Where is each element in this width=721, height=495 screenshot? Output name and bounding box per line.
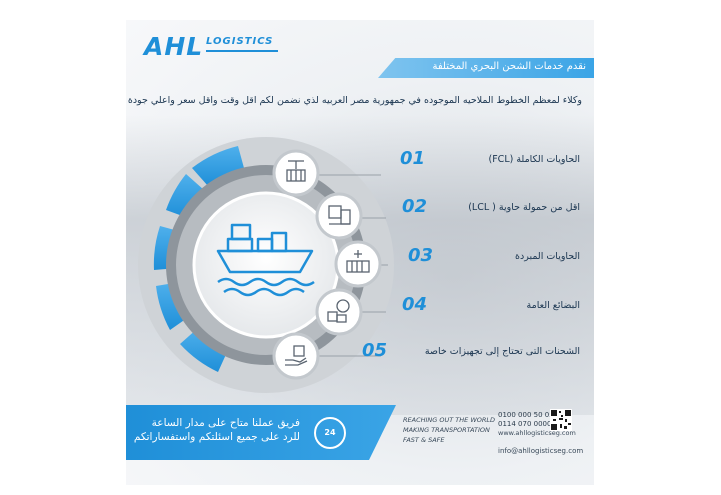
phone-1[interactable]: 0100 000 50 05 [498, 411, 554, 419]
service-label: الشحنات التى تحتاج إلى تجهيزات خاصة [424, 346, 580, 357]
crane-container-icon [272, 149, 320, 197]
blue-segment [180, 328, 228, 372]
service-label: الحاويات الكاملة (FCL) [488, 154, 581, 165]
service-number: 03 [408, 245, 434, 266]
service-icon-circles [272, 149, 382, 380]
service-row-05: 05 الشحنات التى تحتاج إلى تجهيزات خاصة [362, 340, 580, 362]
service-label: البضائع العامة [526, 300, 580, 311]
footer-banner: فريق عملنا متاح على مدار الساعة للرد على… [126, 405, 396, 460]
slogan-line-1: REACHING OUT THE WORLD [403, 416, 496, 424]
qr-code-icon [550, 409, 572, 431]
reefer-container-icon [334, 240, 382, 288]
blue-segment [166, 174, 204, 218]
slogan: REACHING OUT THE WORLD MAKING TRANSPORTA… [403, 415, 495, 445]
service-label: الحاويات المبردة [515, 251, 580, 262]
ribbon-title: نقدم خدمات الشحن البحري المختلفة [432, 61, 586, 72]
box-forklift-icon [315, 192, 363, 240]
service-number: 04 [402, 294, 428, 315]
service-row-01: 01 الحاويات الكاملة (FCL) [400, 148, 581, 170]
logo-main: AHL [144, 32, 204, 61]
poster: AHL LOGISTICS نقدم خدمات الشحن البحري ال… [126, 20, 594, 485]
footer-line-2: للرد على جميع اسئلتكم واستفساراتكم [133, 431, 300, 443]
service-number: 02 [402, 196, 428, 217]
footer-line-1: فريق عملنا متاح على مدار الساعة [151, 417, 300, 429]
service-row-03: 03 الحاويات المبردة [408, 245, 580, 267]
gear-boxes-icon [315, 288, 363, 336]
footer: فريق عملنا متاح على مدار الساعة للرد على… [126, 405, 594, 460]
header-ribbon: نقدم خدمات الشحن البحري المختلفة [378, 58, 594, 78]
service-row-04: 04 البضائع العامة [400, 294, 580, 316]
service-label: اقل من حمولة حاوية ( LCL) [468, 202, 580, 213]
24-hours-icon: 24 [314, 417, 346, 449]
service-row-02: 02 اقل من حمولة حاوية ( LCL) [400, 196, 580, 218]
logo-underline [206, 50, 278, 52]
services-diagram [138, 137, 394, 393]
hand-package-icon [272, 332, 320, 380]
cargo-ship-icon [216, 223, 315, 297]
website-link[interactable]: www.ahllogisticseg.com [498, 429, 576, 437]
phone-2[interactable]: 0114 070 0000 [498, 420, 552, 428]
service-number: 01 [400, 148, 426, 169]
subtitle: وكلاء لمعظم الخطوط الملاحيه الموجوده في … [127, 95, 582, 106]
logo: AHL LOGISTICS [144, 30, 294, 64]
blue-segment [192, 146, 244, 186]
service-number: 05 [362, 340, 388, 361]
contacts: 0100 000 50 05 0114 070 0000 www.ahllogi… [498, 411, 576, 438]
logo-sub: LOGISTICS [206, 36, 274, 47]
slogan-line-3: FAST & SAFE [403, 436, 445, 444]
slogan-line-2: MAKING TRANSPORTATION [403, 426, 490, 434]
email-link[interactable]: info@ahllogisticseg.com [498, 447, 584, 455]
